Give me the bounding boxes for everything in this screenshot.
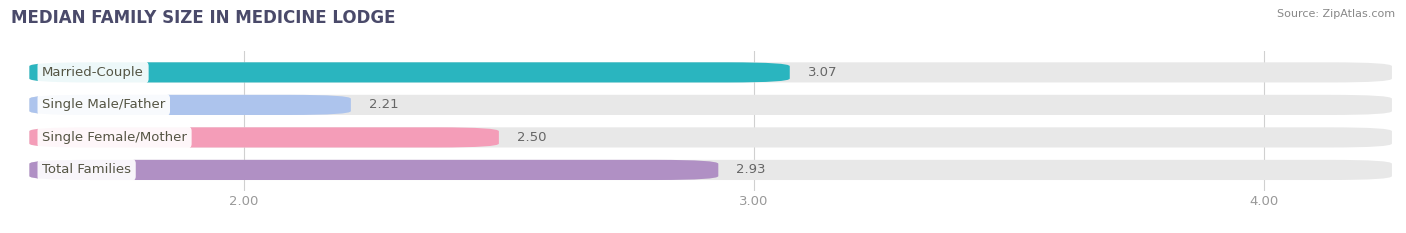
FancyBboxPatch shape xyxy=(30,95,352,115)
FancyBboxPatch shape xyxy=(30,160,1392,180)
Text: 3.07: 3.07 xyxy=(807,66,837,79)
Text: Single Male/Father: Single Male/Father xyxy=(42,98,166,111)
Text: Total Families: Total Families xyxy=(42,163,131,176)
Text: 2.93: 2.93 xyxy=(737,163,766,176)
FancyBboxPatch shape xyxy=(30,127,499,147)
Text: 2.50: 2.50 xyxy=(517,131,547,144)
FancyBboxPatch shape xyxy=(30,160,718,180)
Text: 2.21: 2.21 xyxy=(368,98,398,111)
FancyBboxPatch shape xyxy=(30,127,1392,147)
Text: Single Female/Mother: Single Female/Mother xyxy=(42,131,187,144)
FancyBboxPatch shape xyxy=(30,95,1392,115)
FancyBboxPatch shape xyxy=(30,62,1392,82)
Text: Married-Couple: Married-Couple xyxy=(42,66,143,79)
FancyBboxPatch shape xyxy=(30,62,790,82)
Text: MEDIAN FAMILY SIZE IN MEDICINE LODGE: MEDIAN FAMILY SIZE IN MEDICINE LODGE xyxy=(11,9,395,27)
Text: Source: ZipAtlas.com: Source: ZipAtlas.com xyxy=(1277,9,1395,19)
